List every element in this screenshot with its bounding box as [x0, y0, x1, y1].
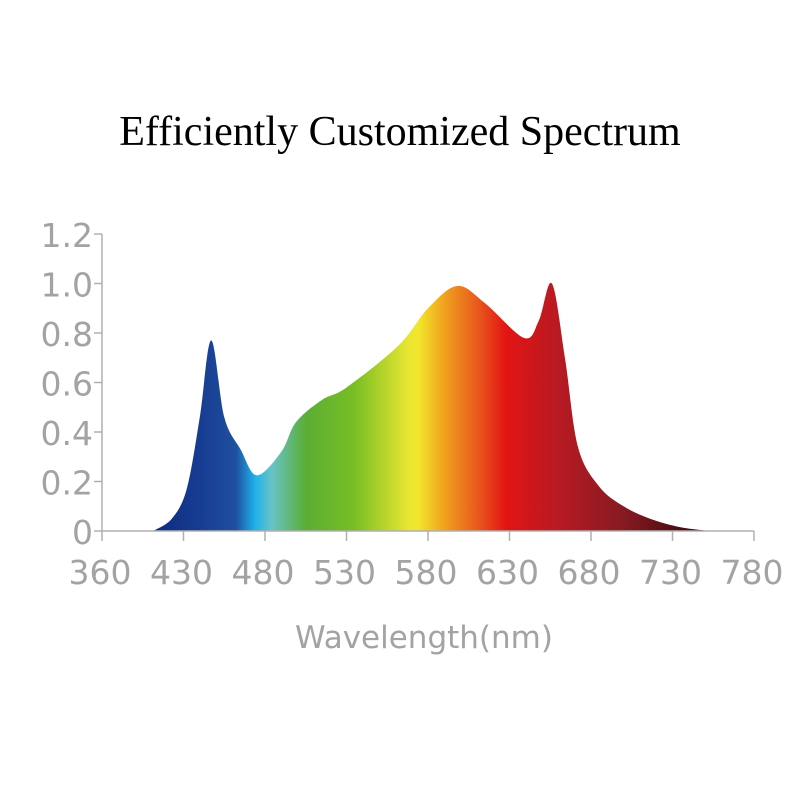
y-tick-label: 0.2	[41, 464, 93, 503]
spectrum-area	[153, 282, 710, 531]
y-tick-label: 0.4	[41, 414, 93, 453]
x-tick-label: 730	[639, 553, 702, 592]
x-axis-label: Wavelength(nm)	[295, 620, 553, 656]
y-tick-label: 1.0	[41, 266, 93, 305]
y-tick-label: 0	[72, 513, 93, 552]
x-tick-label: 480	[232, 553, 295, 592]
x-tick-label: 580	[395, 553, 458, 592]
chart-title: Efficiently Customized Spectrum	[119, 109, 681, 155]
y-tick-label: 1.2	[41, 216, 93, 255]
x-tick-label: 360	[69, 553, 132, 592]
x-tick-label: 630	[476, 553, 539, 592]
y-tick-label: 0.6	[41, 365, 93, 404]
x-tick-label: 430	[150, 553, 213, 592]
x-tick-label: 530	[313, 553, 376, 592]
x-tick-label: 680	[558, 553, 621, 592]
x-tick-label: 780	[721, 553, 784, 592]
y-tick-label: 0.8	[41, 315, 93, 354]
